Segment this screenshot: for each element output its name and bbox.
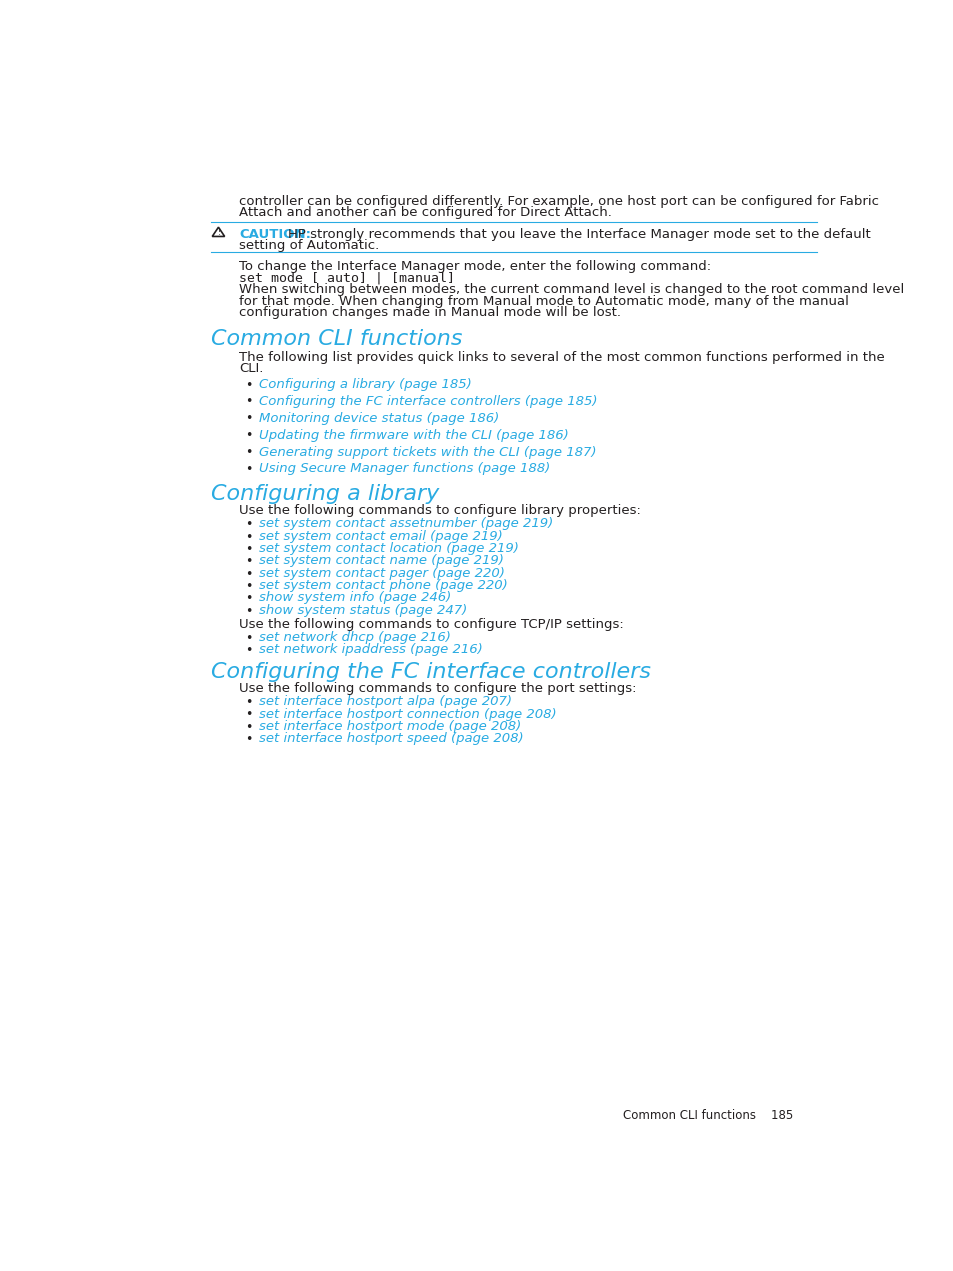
Text: Generating support tickets with the CLI (page 187): Generating support tickets with the CLI … xyxy=(258,446,596,459)
Text: show system status (page 247): show system status (page 247) xyxy=(258,604,467,616)
Text: •: • xyxy=(245,632,253,644)
Text: !: ! xyxy=(217,228,220,236)
Text: •: • xyxy=(245,463,253,477)
Text: set system contact phone (page 220): set system contact phone (page 220) xyxy=(258,580,507,592)
Text: •: • xyxy=(245,568,253,581)
Text: Attach and another can be configured for Direct Attach.: Attach and another can be configured for… xyxy=(239,206,612,219)
Text: set network ipaddress (page 216): set network ipaddress (page 216) xyxy=(258,643,482,656)
Text: •: • xyxy=(245,555,253,568)
Text: Configuring the FC interface controllers (page 185): Configuring the FC interface controllers… xyxy=(258,395,597,408)
Text: •: • xyxy=(245,446,253,459)
Text: HP strongly recommends that you leave the Interface Manager mode set to the defa: HP strongly recommends that you leave th… xyxy=(288,228,870,241)
Text: To change the Interface Manager mode, enter the following command:: To change the Interface Manager mode, en… xyxy=(239,259,711,272)
Text: set system contact name (page 219): set system contact name (page 219) xyxy=(258,554,503,567)
Text: controller can be configured differently. For example, one host port can be conf: controller can be configured differently… xyxy=(239,194,879,208)
Text: set interface hostport alpa (page 207): set interface hostport alpa (page 207) xyxy=(258,695,511,708)
Text: set system contact location (page 219): set system contact location (page 219) xyxy=(258,543,518,555)
Text: set interface hostport speed (page 208): set interface hostport speed (page 208) xyxy=(258,732,523,745)
Text: •: • xyxy=(245,733,253,746)
Text: •: • xyxy=(245,395,253,408)
Text: •: • xyxy=(245,605,253,618)
Text: set system contact assetnumber (page 219): set system contact assetnumber (page 219… xyxy=(258,517,553,530)
Text: Common CLI functions: Common CLI functions xyxy=(211,329,461,350)
Text: set system contact email (page 219): set system contact email (page 219) xyxy=(258,530,502,543)
Text: Updating the firmware with the CLI (page 186): Updating the firmware with the CLI (page… xyxy=(258,428,568,441)
Text: for that mode. When changing from Manual mode to Automatic mode, many of the man: for that mode. When changing from Manual… xyxy=(239,295,848,308)
Text: •: • xyxy=(245,519,253,531)
Text: When switching between modes, the current command level is changed to the root c: When switching between modes, the curren… xyxy=(239,283,903,296)
Text: CAUTION:: CAUTION: xyxy=(239,228,311,241)
Text: Common CLI functions    185: Common CLI functions 185 xyxy=(622,1108,793,1122)
Text: Configuring a library (page 185): Configuring a library (page 185) xyxy=(258,377,471,390)
Text: Use the following commands to configure library properties:: Use the following commands to configure … xyxy=(239,505,640,517)
Text: •: • xyxy=(245,644,253,657)
Text: Configuring the FC interface controllers: Configuring the FC interface controllers xyxy=(211,662,650,681)
Text: Monitoring device status (page 186): Monitoring device status (page 186) xyxy=(258,412,498,425)
Text: configuration changes made in Manual mode will be lost.: configuration changes made in Manual mod… xyxy=(239,306,620,319)
Text: •: • xyxy=(245,708,253,722)
Text: •: • xyxy=(245,721,253,733)
Text: set system contact pager (page 220): set system contact pager (page 220) xyxy=(258,567,504,580)
Text: set mode [ auto] | [manual]: set mode [ auto] | [manual] xyxy=(239,272,455,285)
Text: set network dhcp (page 216): set network dhcp (page 216) xyxy=(258,632,450,644)
Text: •: • xyxy=(245,592,253,605)
Text: •: • xyxy=(245,530,253,544)
Text: show system info (page 246): show system info (page 246) xyxy=(258,591,451,605)
Text: CLI.: CLI. xyxy=(239,362,263,375)
Text: •: • xyxy=(245,697,253,709)
Text: Using Secure Manager functions (page 188): Using Secure Manager functions (page 188… xyxy=(258,463,550,475)
Text: •: • xyxy=(245,379,253,391)
Text: •: • xyxy=(245,580,253,592)
Text: •: • xyxy=(245,543,253,555)
Text: setting of Automatic.: setting of Automatic. xyxy=(239,239,379,252)
Text: Use the following commands to configure the port settings:: Use the following commands to configure … xyxy=(239,683,637,695)
Text: The following list provides quick links to several of the most common functions : The following list provides quick links … xyxy=(239,351,884,364)
Text: set interface hostport mode (page 208): set interface hostport mode (page 208) xyxy=(258,719,520,733)
Text: set interface hostport connection (page 208): set interface hostport connection (page … xyxy=(258,708,556,721)
Text: •: • xyxy=(245,430,253,442)
Text: Configuring a library: Configuring a library xyxy=(211,484,438,505)
Text: •: • xyxy=(245,412,253,426)
Text: Use the following commands to configure TCP/IP settings:: Use the following commands to configure … xyxy=(239,618,623,630)
